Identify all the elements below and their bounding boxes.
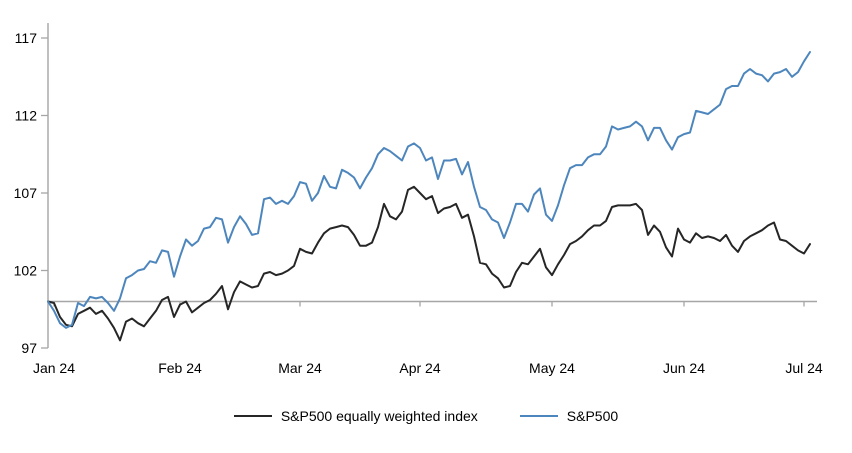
- y-tick-label-1: 102: [14, 263, 38, 279]
- equal-weight-line-swatch: [233, 415, 272, 417]
- legend-label-equal-weight: S&P500 equally weighted index: [280, 408, 478, 424]
- legend-item-sp500: S&P500: [519, 408, 619, 424]
- y-tick-label-2: 107: [14, 185, 38, 201]
- legend-item-equal-weight: S&P500 equally weighted index: [233, 408, 478, 424]
- equal-weight-series-line: [47, 185, 811, 342]
- y-tick-label-0: 97: [21, 340, 37, 356]
- x-tick-label-5: Jun 24: [663, 360, 705, 376]
- sp500-series-line: [47, 51, 811, 329]
- chart-legend: S&P500 equally weighted index S&P500: [0, 408, 852, 424]
- x-tick-label-3: Apr 24: [399, 360, 440, 376]
- x-tick-label-1: Feb 24: [158, 360, 202, 376]
- x-tick-label-4: May 24: [529, 360, 575, 376]
- y-tick-label-4: 117: [15, 30, 38, 46]
- plot-area: Jan 24 Feb 24 Mar 24 Apr 24 May 24 Jun 24 Jul …: [14, 23, 823, 376]
- legend-label-sp500: S&P500: [566, 408, 619, 424]
- x-tick-label-2: Mar 24: [278, 360, 322, 376]
- sp500-line-swatch: [519, 415, 558, 417]
- x-tick-label-0: Jan 24: [33, 360, 75, 376]
- x-tick-label-6: Jul 24: [785, 360, 823, 376]
- y-tick-label-3: 112: [15, 108, 38, 124]
